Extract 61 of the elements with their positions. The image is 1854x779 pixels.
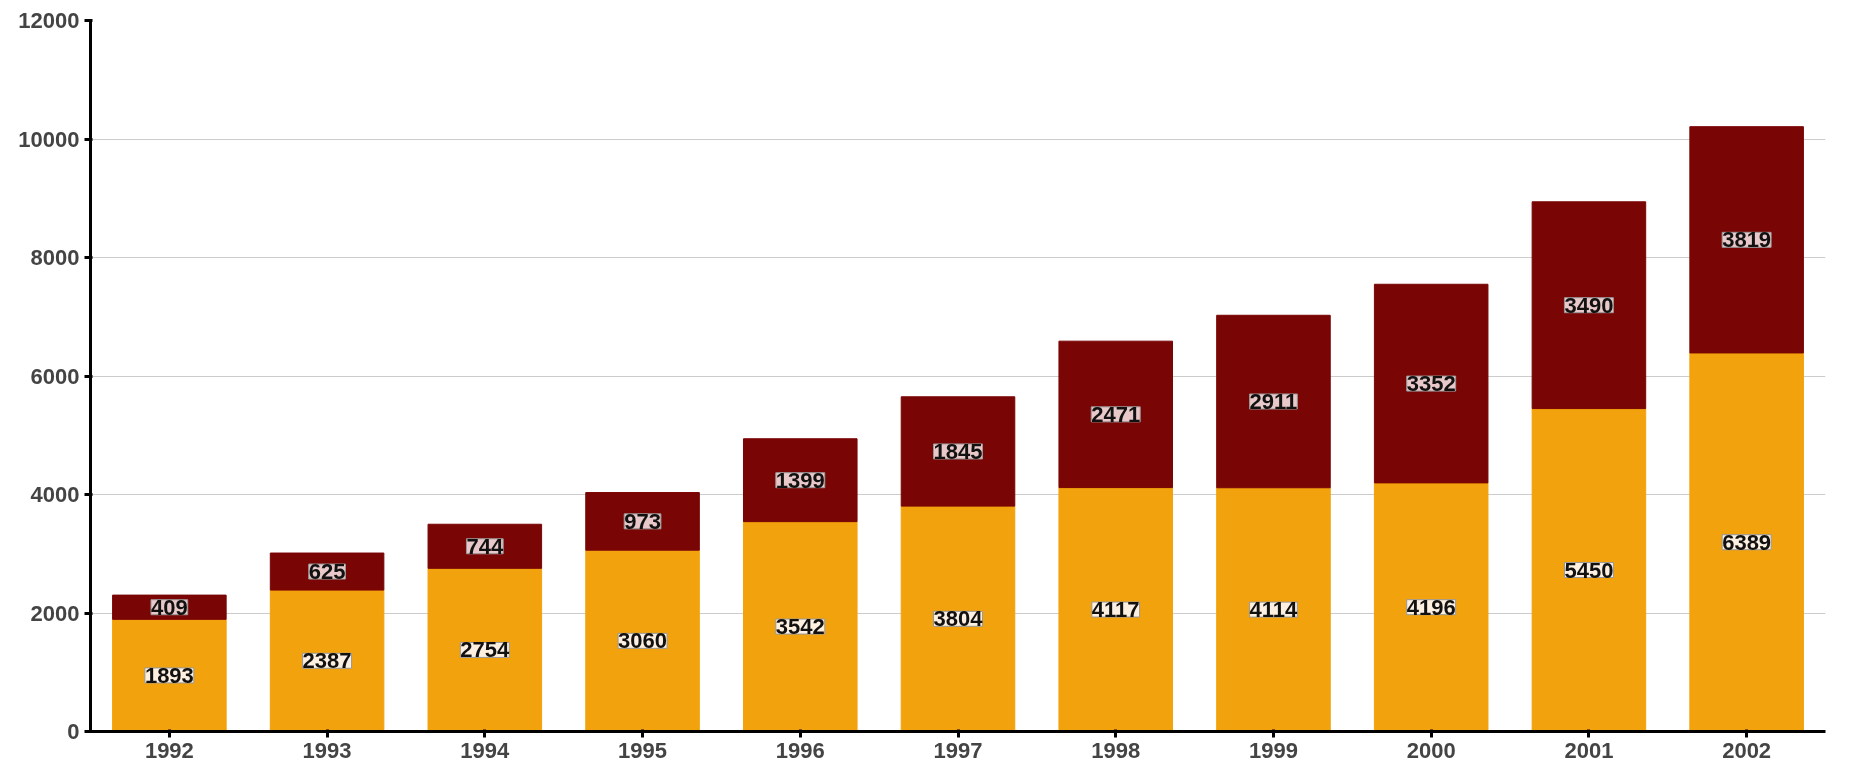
bar xyxy=(585,549,700,732)
data-label: 4196 xyxy=(1406,594,1456,620)
data-label: 625 xyxy=(308,559,346,585)
data-label: 4117 xyxy=(1091,597,1140,623)
x-tick-label: 2001 xyxy=(1564,737,1614,763)
bar xyxy=(269,589,385,732)
bar xyxy=(1373,482,1489,732)
bar xyxy=(1216,487,1331,732)
bar xyxy=(427,523,543,569)
x-tick-label: 1997 xyxy=(933,737,983,763)
y-tick-label: 2000 xyxy=(30,600,80,626)
bar xyxy=(269,552,385,591)
x-tick-label: 1995 xyxy=(618,737,668,763)
x-tick-label: 1999 xyxy=(1248,737,1298,763)
data-label: 3490 xyxy=(1564,292,1614,318)
y-tick-label: 6000 xyxy=(30,363,80,389)
bar xyxy=(742,438,858,523)
data-label: 409 xyxy=(151,594,188,620)
bar xyxy=(585,492,700,551)
bar xyxy=(1373,283,1489,484)
data-label: 1399 xyxy=(775,467,825,493)
data-label: 4114 xyxy=(1249,597,1299,623)
y-tick-label: 8000 xyxy=(30,245,80,270)
bar xyxy=(1531,408,1647,732)
x-tick-label: 1996 xyxy=(775,737,825,763)
bar xyxy=(1058,340,1174,489)
x-tick-label: 1993 xyxy=(302,737,352,763)
data-label: 6389 xyxy=(1722,529,1772,555)
x-tick-label: 2002 xyxy=(1722,737,1772,763)
y-tick-label: 4000 xyxy=(30,482,80,507)
bar xyxy=(1531,201,1647,410)
x-tick-label: 1998 xyxy=(1091,737,1141,763)
data-label: 1845 xyxy=(933,438,983,464)
data-label: 3060 xyxy=(618,628,668,654)
data-label: 2911 xyxy=(1249,389,1298,415)
y-tick-label: 10000 xyxy=(18,126,80,152)
bar xyxy=(1689,126,1804,354)
y-tick-label: 12000 xyxy=(18,8,80,33)
bar xyxy=(900,505,1016,732)
bar xyxy=(1689,352,1804,732)
x-tick-label: 2000 xyxy=(1406,737,1456,763)
x-tick-label: 1994 xyxy=(460,737,511,763)
bar xyxy=(112,618,227,732)
bar xyxy=(1216,314,1331,489)
x-tick-label: 1992 xyxy=(144,737,194,763)
bar xyxy=(427,567,543,732)
data-label: 5450 xyxy=(1564,557,1614,583)
data-label: 2754 xyxy=(460,637,511,663)
data-label: 744 xyxy=(466,533,504,559)
data-label: 973 xyxy=(624,508,661,534)
bar xyxy=(1058,487,1174,732)
data-label: 3804 xyxy=(933,606,984,632)
data-label: 1893 xyxy=(144,662,194,688)
data-label: 2471 xyxy=(1091,401,1141,427)
bar xyxy=(900,396,1016,507)
bar xyxy=(742,521,858,732)
data-label: 3542 xyxy=(775,614,825,640)
data-label: 3352 xyxy=(1406,371,1456,397)
y-tick-label: 0 xyxy=(67,719,80,744)
data-label: 2387 xyxy=(302,648,352,674)
data-label: 3819 xyxy=(1722,227,1772,253)
